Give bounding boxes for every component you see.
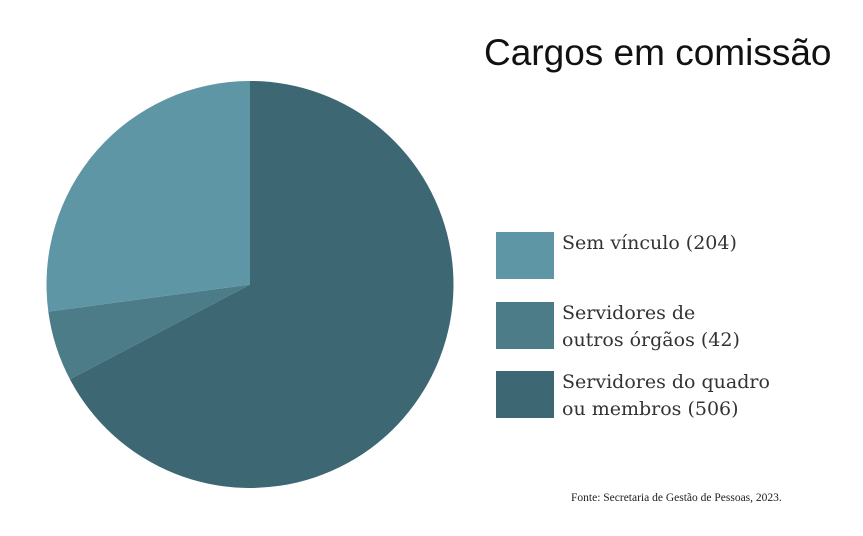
legend-label: Servidores do quadro ou membros (506) bbox=[562, 371, 770, 420]
pie-slice-1 bbox=[48, 284, 250, 380]
legend-item-sem-vinculo: Sem vínculo (204) bbox=[496, 232, 737, 279]
legend-swatch bbox=[496, 371, 554, 418]
legend-item-quadro-membros: Servidores do quadro ou membros (506) bbox=[496, 371, 770, 423]
source-note: Fonte: Secretaria de Gestão de Pessoas, … bbox=[571, 492, 782, 504]
pie-slice-2 bbox=[46, 81, 251, 312]
legend-swatch bbox=[496, 302, 554, 349]
legend-label: Sem vínculo (204) bbox=[562, 232, 737, 254]
chart-title: Cargos em comissão bbox=[484, 32, 832, 73]
legend-item-outros-orgaos: Servidores de outros órgãos (42) bbox=[496, 302, 740, 354]
legend-swatch bbox=[496, 232, 554, 279]
pie-slice-0 bbox=[69, 81, 454, 489]
legend-label: Servidores de outros órgãos (42) bbox=[562, 302, 740, 351]
